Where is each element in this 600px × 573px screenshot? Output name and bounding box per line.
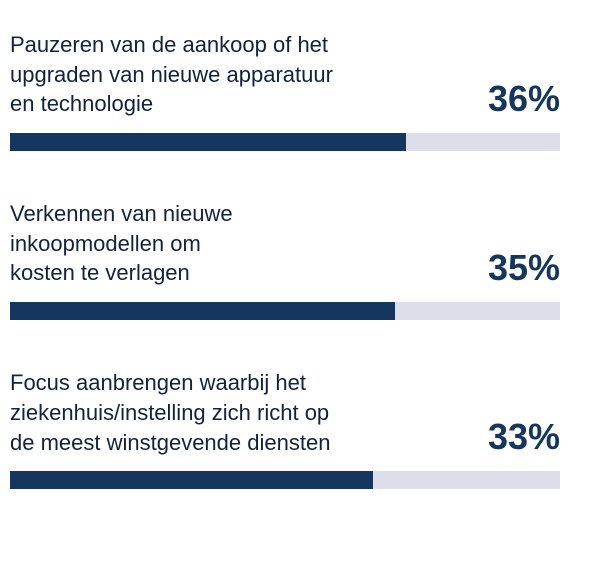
bar-track xyxy=(10,133,560,151)
bar-head: Verkennen van nieuwe inkoopmodellen om k… xyxy=(10,199,560,288)
bar-value: 36% xyxy=(488,81,560,119)
bar-fill xyxy=(10,302,395,320)
bar-label: Verkennen van nieuwe inkoopmodellen om k… xyxy=(10,199,233,288)
bar-head: Focus aanbrengen waarbij het ziekenhuis/… xyxy=(10,368,560,457)
bar-label: Focus aanbrengen waarbij het ziekenhuis/… xyxy=(10,368,330,457)
bar-row: Focus aanbrengen waarbij het ziekenhuis/… xyxy=(10,368,560,489)
horizontal-bar-chart: Pauzeren van de aankoop of het upgraden … xyxy=(0,0,600,519)
bar-fill xyxy=(10,133,406,151)
bar-fill xyxy=(10,471,373,489)
bar-track xyxy=(10,302,560,320)
bar-row: Pauzeren van de aankoop of het upgraden … xyxy=(10,30,560,151)
bar-head: Pauzeren van de aankoop of het upgraden … xyxy=(10,30,560,119)
bar-value: 33% xyxy=(488,419,560,457)
bar-label: Pauzeren van de aankoop of het upgraden … xyxy=(10,30,333,119)
bar-track xyxy=(10,471,560,489)
bar-value: 35% xyxy=(488,250,560,288)
bar-row: Verkennen van nieuwe inkoopmodellen om k… xyxy=(10,199,560,320)
